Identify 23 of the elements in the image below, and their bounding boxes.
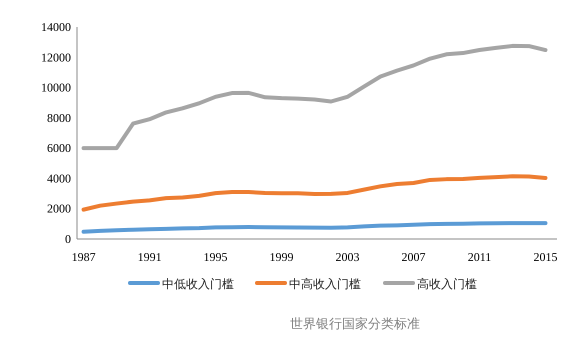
y-tick-label: 0	[65, 232, 71, 246]
line-series	[82, 174, 548, 212]
x-tick-label: 2007	[401, 250, 426, 264]
y-tick-label: 8000	[47, 110, 71, 125]
line-series	[82, 221, 548, 234]
y-tick-label: 2000	[47, 202, 71, 216]
x-tick-label: 1999	[270, 250, 294, 264]
x-tick-label: 1995	[204, 250, 228, 264]
text: 世界银行国家分类标准	[290, 316, 420, 332]
y-tick-label: 4000	[47, 171, 71, 186]
y-tick-label: 6000	[47, 141, 71, 156]
legend-label: 中高收入门槛	[289, 277, 361, 291]
legend-label: 高收入门槛	[417, 277, 477, 291]
legend-label: 中低收入门槛	[162, 277, 234, 291]
x-tick-label: 2015	[533, 250, 558, 264]
x-tick-label: 2003	[336, 250, 360, 264]
x-tick-label: 1987	[72, 250, 96, 264]
y-tick-label: 12000	[41, 50, 71, 64]
x-tick-label: 1991	[138, 250, 162, 264]
x-tick-label: 2011	[468, 250, 492, 264]
line-series	[82, 44, 548, 150]
y-tick-label: 14000	[41, 20, 71, 34]
y-tick-label: 10000	[41, 80, 71, 95]
